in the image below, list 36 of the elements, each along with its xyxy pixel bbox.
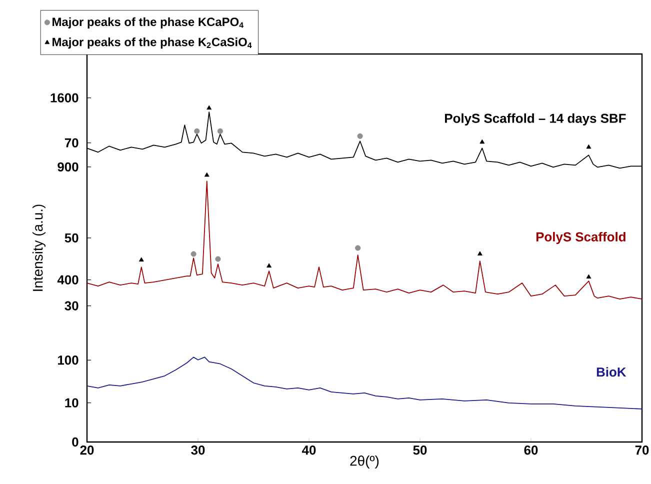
point xyxy=(206,105,212,110)
text: 100 xyxy=(58,356,78,365)
x-tick-label: 60 xyxy=(524,446,538,455)
text: 400 xyxy=(57,275,78,284)
x-tick-label: 50 xyxy=(413,446,427,455)
text: 30 xyxy=(64,301,78,310)
point xyxy=(586,274,592,279)
text: 70 xyxy=(64,138,78,148)
point xyxy=(586,144,592,149)
point xyxy=(217,128,223,134)
y-axis-title: Intensity (a.u.) xyxy=(32,204,46,291)
point xyxy=(480,139,485,144)
text: PolyS Scaffold – 14 days SBF xyxy=(445,113,626,126)
text: PolyS Scaffold xyxy=(536,232,626,244)
x-tick-label: 40 xyxy=(302,446,316,455)
point xyxy=(138,257,144,262)
x-tick-label: 30 xyxy=(191,446,205,455)
point xyxy=(357,133,363,139)
point xyxy=(266,263,272,268)
point xyxy=(215,256,221,262)
text: 0 xyxy=(72,437,78,447)
point xyxy=(194,128,200,134)
x-tick-label: 20 xyxy=(80,446,94,455)
text: 10 xyxy=(65,398,78,408)
point xyxy=(204,172,210,177)
legend-label: Major peaks of the phase KCaPO$_{4}$ xyxy=(52,17,244,28)
x-tick-label: 70 xyxy=(635,446,649,455)
text: 50 xyxy=(64,233,78,242)
point xyxy=(477,251,482,256)
point xyxy=(355,245,361,251)
x-axis-title: 2θ(º) xyxy=(350,456,379,469)
text: 900 xyxy=(58,162,78,172)
text: 1600 xyxy=(50,93,78,102)
point xyxy=(190,251,196,257)
text: BioK xyxy=(596,367,626,377)
legend-label: Major peaks of the phase K$_{2}$CaSiO$_{4}$ xyxy=(52,37,252,49)
